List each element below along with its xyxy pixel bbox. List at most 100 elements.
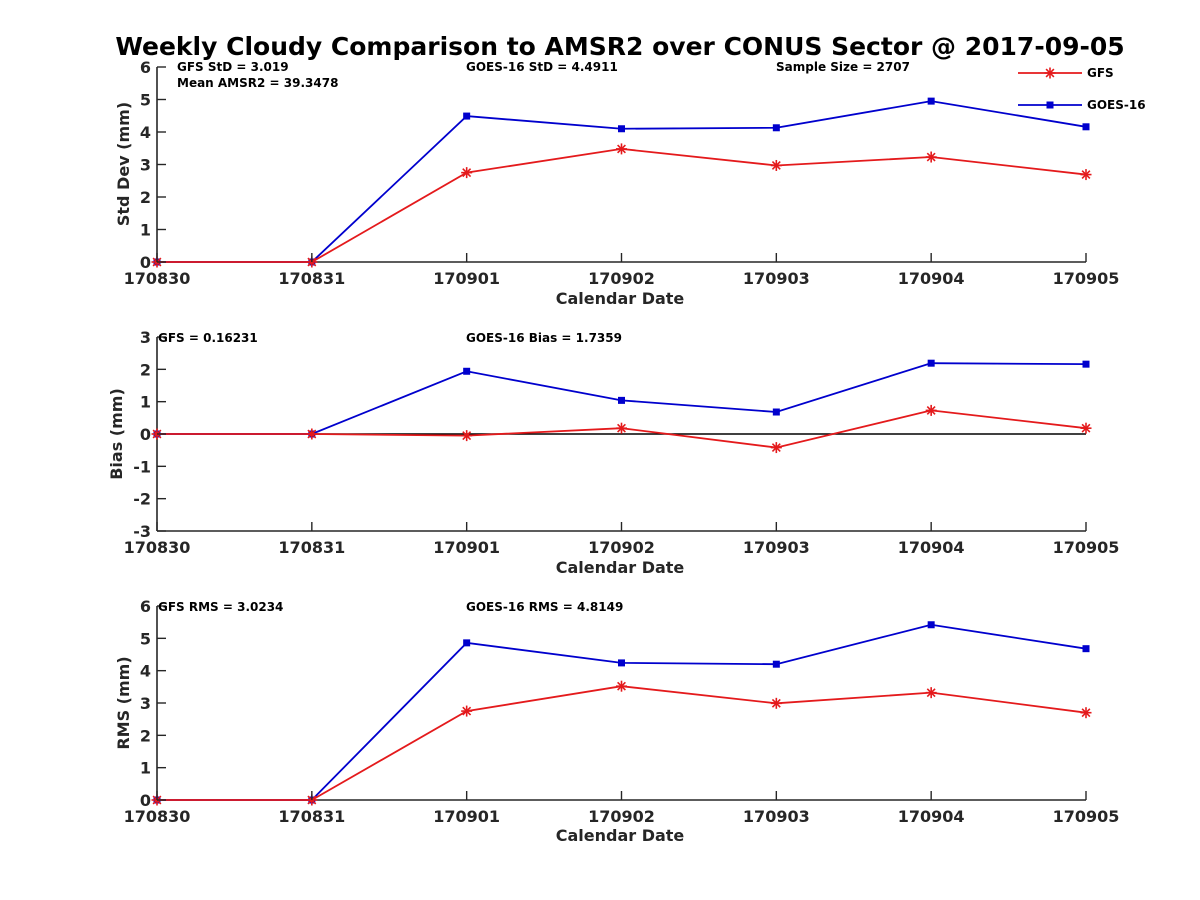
goes16-data-point (463, 367, 471, 375)
x-tick-label: 170904 (898, 807, 965, 826)
y-tick-label: -2 (133, 490, 151, 509)
goes16-data-point (463, 639, 471, 647)
x-tick-label: 170905 (1053, 269, 1120, 288)
gfs-rms-annotation: GFS RMS = 3.0234 (158, 600, 283, 614)
gfs-data-point (616, 143, 627, 155)
y-tick-label: 2 (140, 188, 151, 207)
goes16-data-point (772, 660, 780, 668)
legend-gfs-asterisk (1044, 67, 1056, 79)
y-tick-label: 4 (140, 123, 151, 142)
x-tick-label: 170901 (433, 269, 500, 288)
x-tick-label: 170902 (588, 269, 655, 288)
std-dev-y-label: Std Dev (mm) (114, 102, 133, 226)
gfs-data-point (461, 705, 473, 717)
goes16-data-point (927, 359, 935, 367)
x-tick-label: 170903 (743, 269, 810, 288)
gfs-data-point (1080, 707, 1092, 719)
gfs-data-point (770, 159, 782, 171)
goes16-data-point (927, 97, 935, 105)
goes16-data-point (927, 621, 935, 629)
std-dev-y-ticks: 0 1 2 3 4 5 6 (140, 58, 166, 272)
x-tick-label: 170831 (278, 807, 345, 826)
legend-gfs-marker (1044, 67, 1056, 79)
x-tick-label: 170830 (124, 538, 191, 557)
bias-x-label: Calendar Date (556, 558, 685, 577)
gfs-data-point (925, 151, 937, 163)
bias-panel: -3 -2 -1 0 1 2 3 170830 170831 170901 170902 17090… (107, 328, 1119, 577)
std-dev-x-label: Calendar Date (556, 289, 685, 308)
legend-goes16-square (1046, 101, 1054, 109)
std-dev-x-ticks: 170830 170831 170901 170902 170903 170904 1709… (124, 253, 1120, 288)
x-tick-label: 170905 (1053, 538, 1120, 557)
goes16-series-line (157, 623, 1087, 801)
y-tick-label: 1 (140, 221, 151, 240)
legend-goes16-marker (1046, 101, 1054, 109)
y-tick-label: 3 (140, 328, 151, 347)
y-tick-label: -3 (133, 522, 151, 541)
goes16-data-point (1082, 123, 1090, 131)
x-tick-label: 170830 (124, 269, 191, 288)
gfs-data-point (616, 422, 627, 434)
goes16-bias-annotation: GOES-16 Bias = 1.7359 (466, 331, 622, 345)
bias-x-ticks: 170830 170831 170901 170902 170903 170904 1709… (124, 522, 1120, 557)
y-tick-label: 0 (140, 425, 151, 444)
y-tick-label: 6 (140, 597, 151, 616)
gfs-data-point (306, 428, 318, 440)
goes16-data-point (772, 124, 780, 132)
gfs-series-line (157, 685, 1087, 801)
x-tick-label: 170904 (898, 269, 965, 288)
goes16-rms-annotation: GOES-16 RMS = 4.8149 (466, 600, 623, 614)
bias-y-label: Bias (mm) (107, 388, 126, 480)
x-tick-label: 170904 (898, 538, 965, 557)
gfs-data-point (1080, 169, 1092, 181)
bias-y-ticks: -3 -2 -1 0 1 2 3 (133, 328, 166, 541)
goes16-data-point (463, 112, 471, 120)
legend-gfs-label: GFS (1087, 66, 1114, 80)
mean-amsr2-annotation: Mean AMSR2 = 39.3478 (177, 76, 338, 90)
rms-x-label: Calendar Date (556, 826, 685, 845)
gfs-std-annotation: GFS StD = 3.019 (177, 60, 289, 74)
rms-axes (156, 606, 1086, 801)
figure-title: Weekly Cloudy Comparison to AMSR2 over C… (115, 32, 1124, 61)
std-dev-axes (156, 67, 1086, 263)
y-tick-label: 3 (140, 694, 151, 713)
rms-y-label: RMS (mm) (114, 656, 133, 749)
gfs-data-point (616, 680, 627, 692)
legend: GFS GOES-16 (1018, 66, 1146, 112)
gfs-data-point (770, 442, 782, 454)
goes16-std-annotation: GOES-16 StD = 4.4911 (466, 60, 618, 74)
x-tick-label: 170901 (433, 807, 500, 826)
x-tick-label: 170831 (278, 269, 345, 288)
y-tick-label: 4 (140, 662, 151, 681)
gfs-data-point (925, 404, 937, 416)
y-tick-label: 2 (140, 360, 151, 379)
rms-series (151, 621, 1092, 806)
y-tick-label: 1 (140, 393, 151, 412)
goes16-data-point (618, 125, 625, 133)
x-tick-label: 170903 (743, 538, 810, 557)
gfs-data-point (1080, 422, 1092, 434)
y-tick-label: 6 (140, 58, 151, 77)
y-tick-label: 0 (140, 253, 151, 272)
rms-y-ticks: 0 1 2 3 4 5 6 (140, 597, 166, 810)
goes16-data-point (1082, 645, 1090, 653)
legend-goes16-label: GOES-16 (1087, 98, 1146, 112)
gfs-data-point (461, 430, 473, 442)
y-tick-label: 2 (140, 726, 151, 745)
x-tick-label: 170830 (124, 807, 191, 826)
goes16-data-point (772, 408, 780, 416)
x-tick-label: 170905 (1053, 807, 1120, 826)
bias-series (151, 359, 1092, 454)
y-tick-label: 5 (140, 91, 151, 110)
y-tick-label: 3 (140, 156, 151, 175)
gfs-bias-annotation: GFS = 0.16231 (158, 331, 258, 345)
goes16-data-point (618, 396, 625, 404)
gfs-data-point (770, 697, 782, 709)
std-dev-series (151, 97, 1092, 268)
rms-x-ticks: 170830 170831 170901 170902 170903 170904 1709… (124, 791, 1120, 826)
gfs-data-point (925, 687, 937, 699)
x-tick-label: 170902 (588, 538, 655, 557)
x-tick-label: 170901 (433, 538, 500, 557)
